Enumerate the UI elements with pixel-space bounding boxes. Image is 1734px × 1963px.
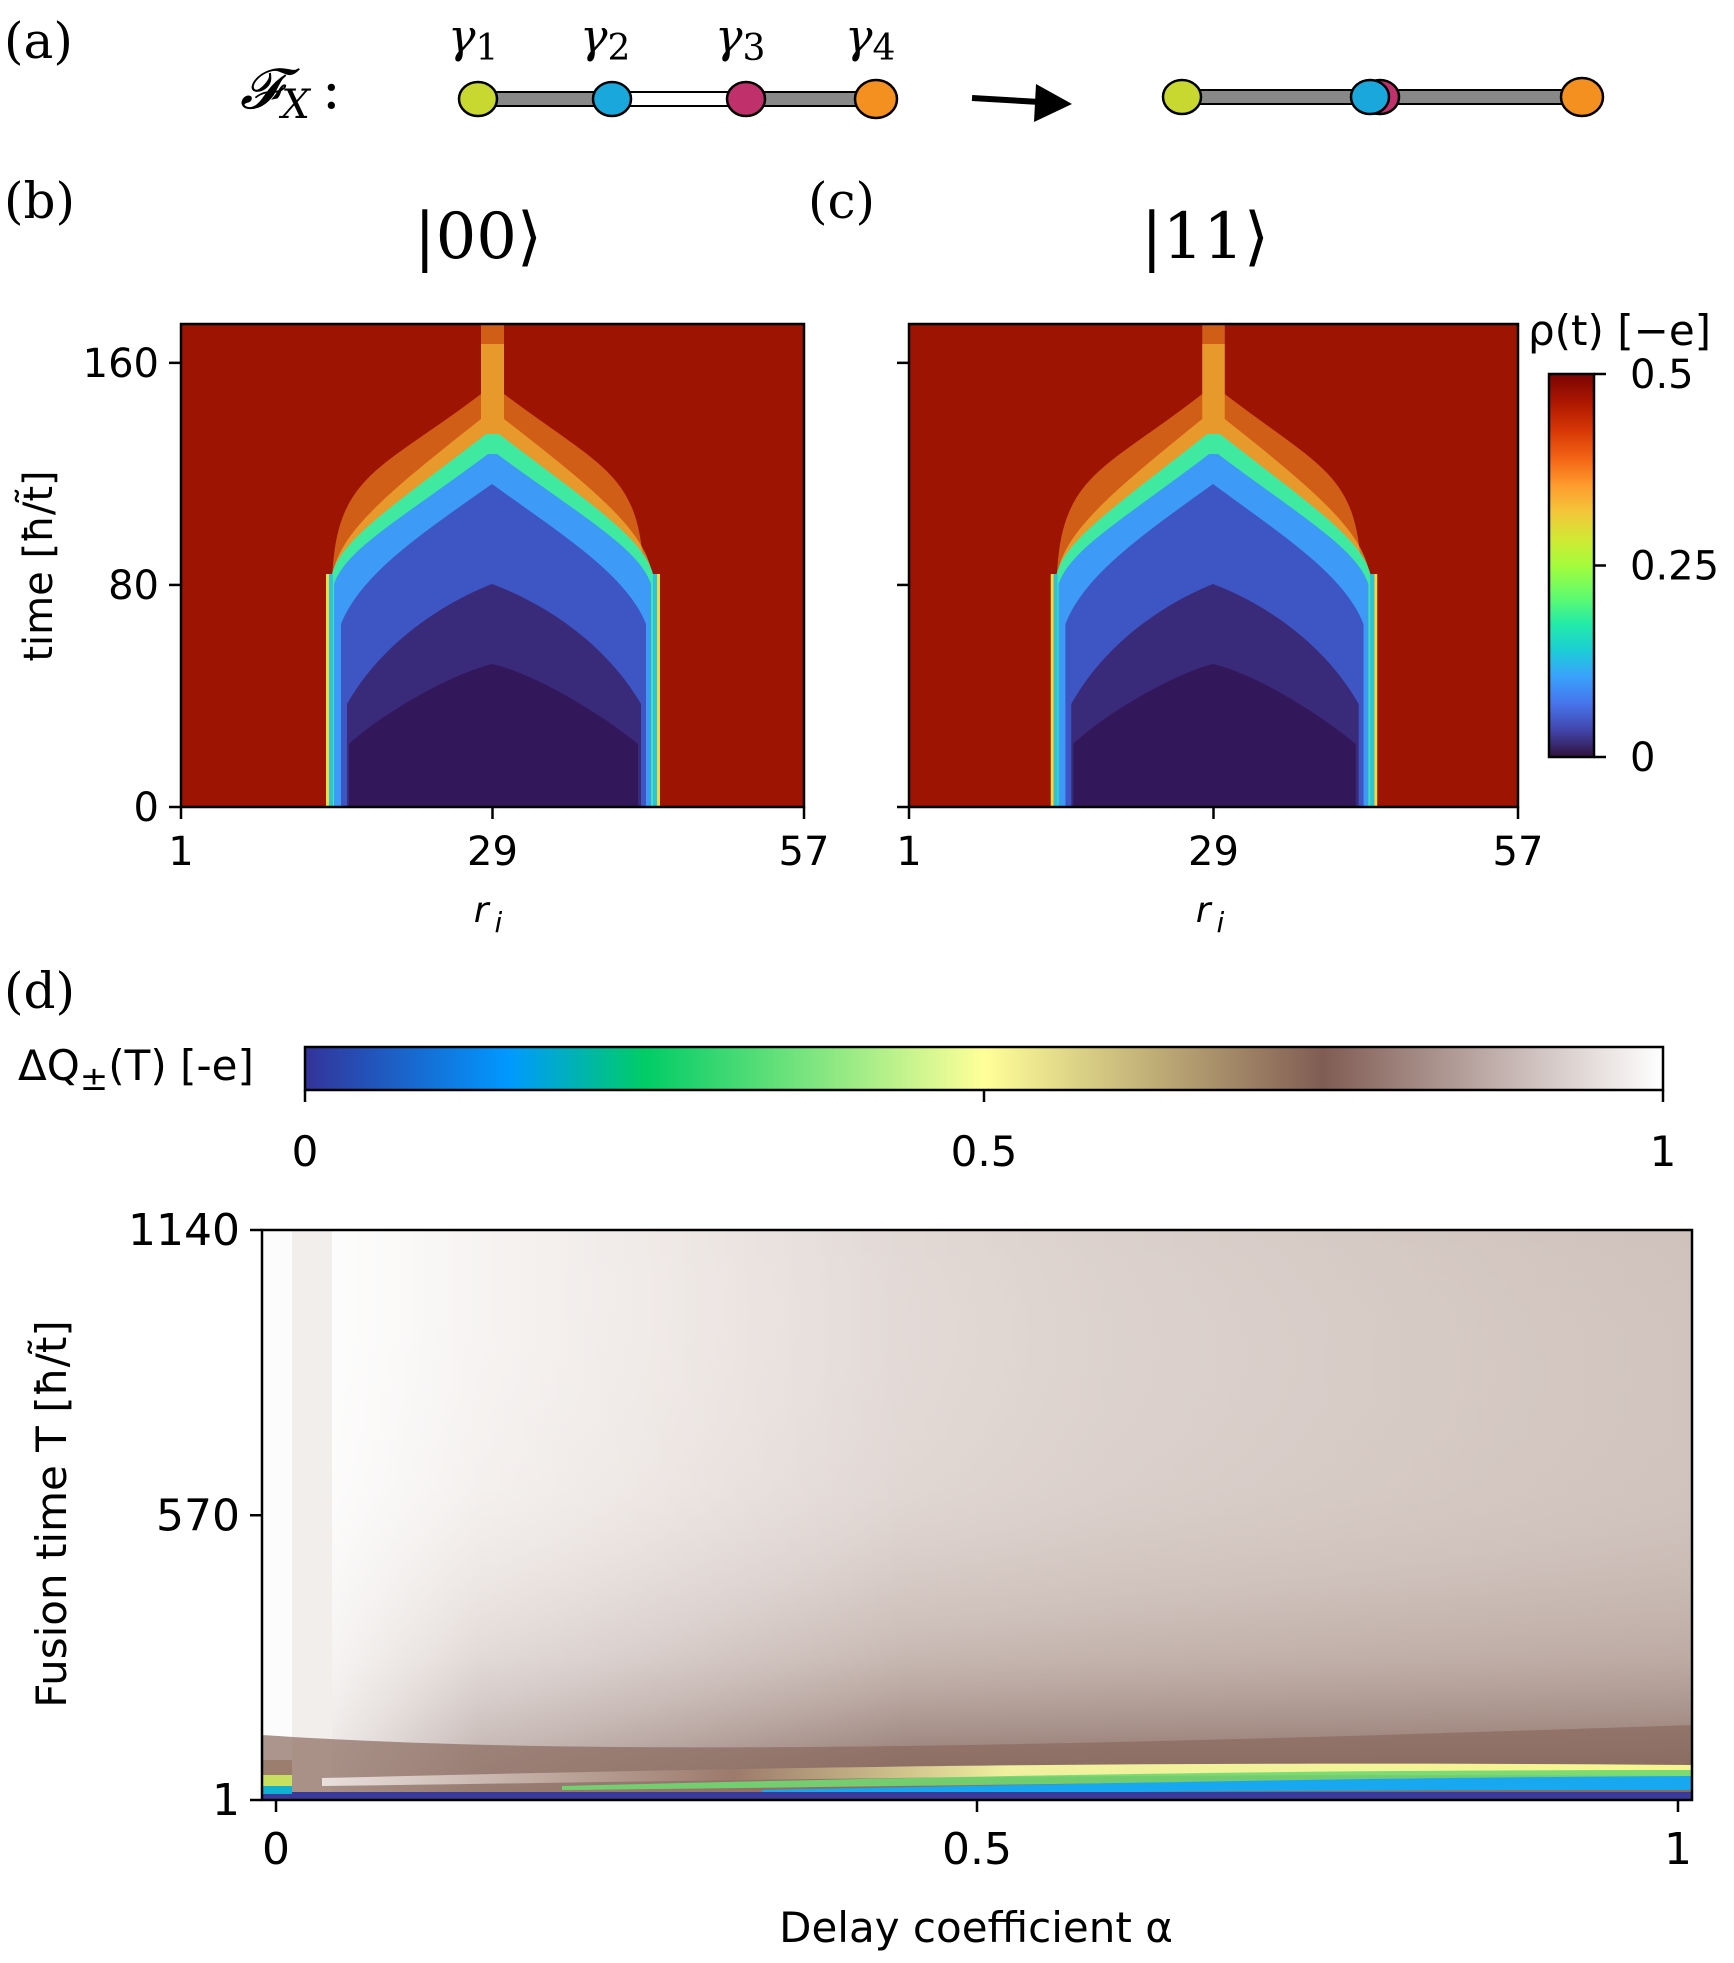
title-b: |00⟩ <box>414 200 542 274</box>
axes-b: 1 29 57 0 80 160 <box>83 341 830 875</box>
colorbar-rho-tick-label-0: 0 <box>1630 735 1655 781</box>
colorbar-rho-tick-label-1: 0.25 <box>1630 544 1719 590</box>
heatmap-b-ytick-label-2: 160 <box>83 341 159 387</box>
right-arrow-icon <box>971 84 1072 122</box>
gamma-label-1: γ1 <box>448 9 498 69</box>
colorbar-rho-label: ρ(t) [−e] <box>1528 306 1711 355</box>
heatmap-d: 0 0.5 1 1 570 1140 Delay coefficient α Fusion… <box>26 1205 1694 1952</box>
heatmap-b <box>179 322 806 809</box>
heatmap-b-ytick-label-0: 0 <box>134 785 159 831</box>
gamma-labels: γ1 γ2 γ3 γ4 <box>448 9 895 69</box>
majorana-gamma2-fused <box>1349 78 1391 116</box>
heatmap-d-xtick-label-0: 0 <box>262 1824 290 1875</box>
majorana-gamma3 <box>725 80 767 118</box>
operator-label: 𝓕X: <box>240 57 341 128</box>
majorana-gamma1 <box>457 80 499 118</box>
heatmap-c-xtick-label-2: 57 <box>1493 829 1544 875</box>
majorana-gamma4 <box>853 78 899 120</box>
colorbar-rho-bar <box>1547 372 1596 759</box>
colorbar-dq: ΔQ±(T) [-e] 0 0.5 1 <box>18 1041 1676 1176</box>
xlabel-d: Delay coefficient α <box>779 1903 1173 1952</box>
title-c: |11⟩ <box>1141 200 1269 274</box>
colorbar-dq-bar <box>303 1045 1665 1092</box>
heatmap-b-canvas <box>181 324 804 807</box>
gamma-label-3: γ3 <box>715 9 765 69</box>
colorbar-dq-ticks: 0 0.5 1 <box>292 1090 1677 1176</box>
chain-before <box>457 78 899 120</box>
heatmap-b-xtick-label-2: 57 <box>779 829 830 875</box>
majorana-gamma4-fused <box>1559 76 1605 118</box>
heatmap-d-ytick-label-0: 1 <box>212 1775 240 1826</box>
heatmap-b-xtick-label-0: 1 <box>168 829 193 875</box>
panel-label-a: (a) <box>4 12 73 70</box>
heatmap-c-canvas <box>909 324 1518 807</box>
colorbar-dq-tick-label-2: 1 <box>1650 1127 1677 1176</box>
heatmap-d-ytick-label-1: 570 <box>156 1490 240 1541</box>
colorbar-dq-tick-label-0: 0 <box>292 1127 319 1176</box>
schematic: 𝓕X: γ1 γ2 γ3 γ4 <box>240 9 1605 128</box>
colorbar-rho-tick-label-2: 0.5 <box>1630 352 1694 398</box>
gamma-label-2: γ2 <box>580 9 630 69</box>
heatmap-b-ytick-label-1: 80 <box>108 563 159 609</box>
gamma-label-4: γ4 <box>845 9 895 69</box>
panel-label-b: (b) <box>4 172 75 230</box>
heatmap-d-ytick-label-2: 1140 <box>128 1205 240 1256</box>
panel-label-d: (d) <box>4 962 75 1020</box>
heatmap-d-xtick-label-1: 0.5 <box>942 1824 1012 1875</box>
heatmap-d-xtick-label-2: 1 <box>1664 1824 1692 1875</box>
ylabel-b: time [ħ/t̃] <box>14 470 62 661</box>
heatmap-b-xtick-label-1: 29 <box>467 829 518 875</box>
majorana-gamma1-fused <box>1161 78 1203 116</box>
chain-after <box>1161 76 1605 118</box>
heatmap-c <box>907 322 1520 809</box>
heatmap-c-xtick-label-0: 1 <box>896 829 921 875</box>
axes-d: 0 0.5 1 1 570 1140 <box>128 1205 1692 1875</box>
colorbar-dq-label: ΔQ±(T) [-e] <box>18 1041 254 1099</box>
majorana-gamma2 <box>591 80 633 118</box>
colorbar-rho-ticks: 0 0.25 0.5 <box>1594 352 1719 781</box>
ylabel-d: Fusion time T [ħ/t̃] <box>26 1320 76 1708</box>
panel-label-c: (c) <box>808 172 875 230</box>
axes-c: 1 29 57 <box>896 361 1544 875</box>
colorbar-rho: ρ(t) [−e] 0 0.25 0.5 <box>1528 306 1719 781</box>
heatmap-c-xtick-label-1: 29 <box>1188 829 1239 875</box>
colorbar-dq-tick-label-1: 0.5 <box>951 1127 1018 1176</box>
heatmap-d-canvas <box>262 1230 1692 1800</box>
